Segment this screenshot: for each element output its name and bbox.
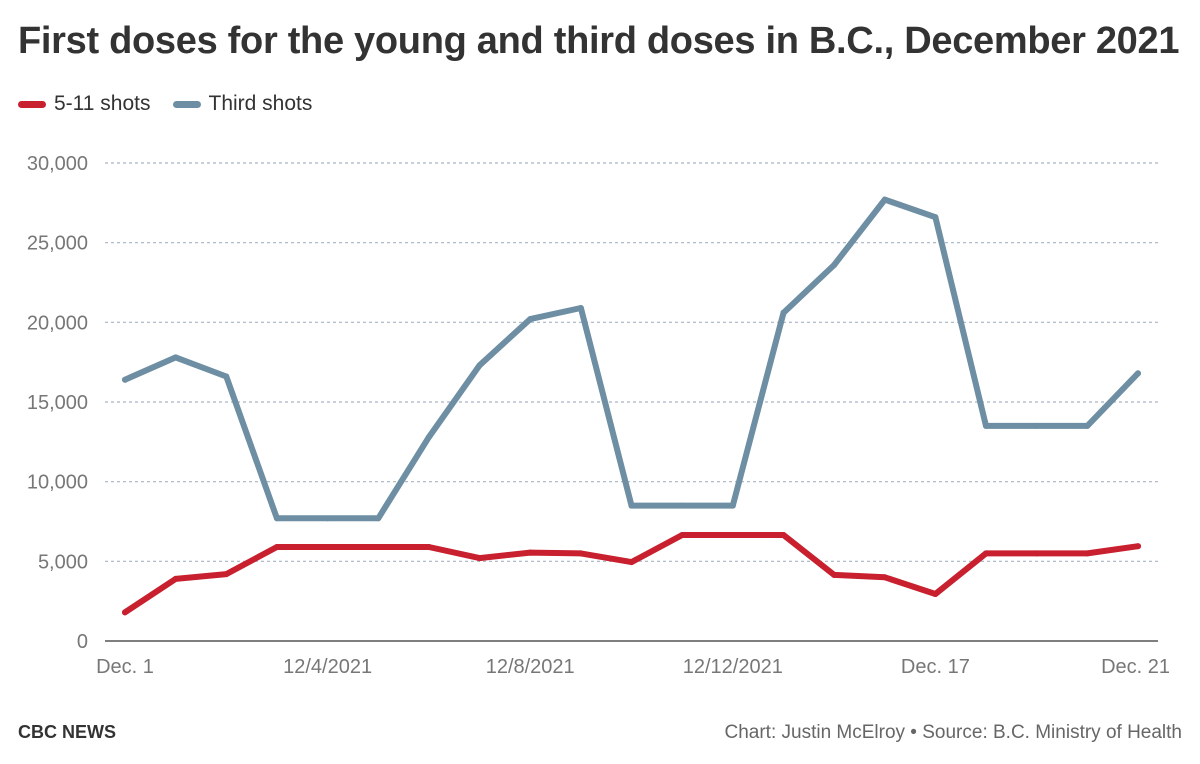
- legend-swatch-third: [172, 100, 201, 108]
- y-tick-label: 25,000: [27, 233, 88, 255]
- legend-item-third: Third shots: [172, 92, 313, 116]
- x-tick-label: 12/12/2021: [683, 656, 783, 678]
- data-point: [932, 590, 939, 597]
- legend-label-5-11: 5-11 shots: [54, 92, 151, 115]
- data-point: [1033, 422, 1040, 429]
- data-point: [628, 502, 635, 509]
- legend-swatch-5-11: [18, 100, 46, 108]
- data-point: [172, 354, 179, 361]
- data-point: [223, 571, 230, 578]
- data-point: [983, 550, 990, 557]
- data-point: [679, 502, 686, 509]
- data-point: [831, 261, 838, 268]
- data-point: [1033, 550, 1040, 557]
- data-point: [831, 571, 838, 578]
- data-point: [527, 316, 534, 323]
- x-tick-label: Dec. 21: [1101, 656, 1170, 678]
- axis-layer: 0 5,000 10,000 15,000 20,000 25,000 30,000 Dec.…: [27, 153, 1170, 678]
- source-credit: Chart: Justin McElroy • Source: B.C. Min…: [724, 722, 1182, 743]
- data-point: [122, 609, 128, 616]
- data-point: [577, 550, 584, 557]
- data-point: [932, 214, 939, 221]
- data-point: [273, 515, 280, 522]
- y-tick-label: 30,000: [27, 153, 88, 175]
- x-tick-label: Dec. 17: [901, 656, 970, 678]
- data-point: [1084, 550, 1091, 557]
- legend-item-5-11: 5-11 shots: [18, 92, 151, 116]
- y-tick-label: 15,000: [27, 392, 88, 414]
- y-tick-label: 20,000: [27, 312, 88, 334]
- series-line-third-shots: [122, 196, 1141, 522]
- data-point: [172, 575, 179, 582]
- data-point: [780, 309, 787, 316]
- x-tick-label: 12/8/2021: [486, 656, 575, 678]
- data-point: [780, 532, 787, 539]
- brand-logo-text: CBC NEWS: [18, 722, 116, 742]
- data-point: [1084, 422, 1091, 429]
- data-point: [1135, 370, 1141, 377]
- legend-label-third: Third shots: [208, 92, 313, 115]
- legend: 5-11 shots Third shots: [18, 92, 334, 116]
- data-point: [679, 532, 686, 539]
- y-tick-label: 10,000: [27, 472, 88, 494]
- data-point: [375, 515, 382, 522]
- data-point: [1135, 543, 1141, 550]
- series-layer: [122, 196, 1141, 616]
- y-tick-label: 5,000: [38, 551, 88, 573]
- x-tick-label: Dec. 1: [96, 656, 154, 678]
- data-point: [122, 376, 128, 383]
- data-point: [273, 543, 280, 550]
- data-point: [527, 549, 534, 556]
- data-point: [223, 373, 230, 380]
- data-point: [425, 434, 432, 441]
- data-point: [476, 362, 483, 369]
- data-point: [881, 574, 888, 581]
- data-point: [729, 502, 736, 509]
- x-tick-label: 12/4/2021: [283, 656, 372, 678]
- data-point: [324, 515, 331, 522]
- data-point: [324, 543, 331, 550]
- chart-title: First doses for the young and third dose…: [18, 20, 1180, 62]
- data-point: [476, 555, 483, 562]
- data-point: [425, 543, 432, 550]
- data-point: [983, 422, 990, 429]
- y-tick-label: 0: [77, 631, 88, 653]
- data-point: [729, 532, 736, 539]
- data-point: [881, 196, 888, 203]
- data-point: [375, 543, 382, 550]
- data-point: [628, 559, 635, 566]
- data-point: [577, 304, 584, 311]
